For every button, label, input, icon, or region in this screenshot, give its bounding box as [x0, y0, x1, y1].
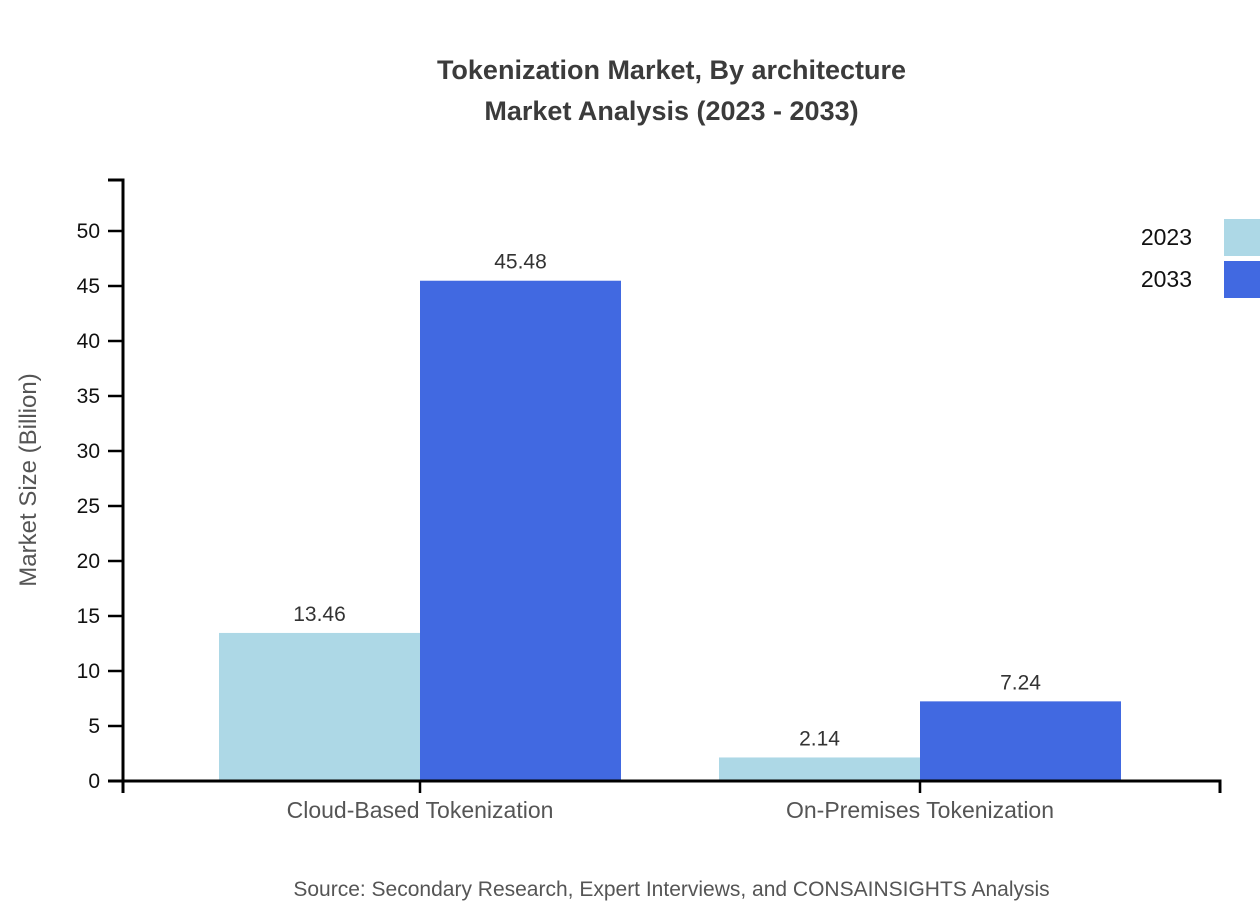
y-tick-label: 40: [77, 330, 100, 353]
bar-value-label: 2.14: [799, 727, 840, 750]
y-tick-label: 45: [77, 275, 100, 298]
x-axis: [121, 779, 1222, 793]
chart-title: Tokenization Market, By architecture Mar…: [123, 50, 1220, 132]
legend-label-2033: 2033: [1140, 266, 1192, 292]
y-tick-label: 50: [77, 220, 100, 243]
bar-2033-category-1: [920, 701, 1121, 781]
bar-2023-category-0: [219, 632, 420, 781]
x-category-label: On-Premises Tokenization: [786, 797, 1054, 823]
y-tick-label: 25: [77, 495, 100, 518]
chart-title-line1: Tokenization Market, By architecture: [436, 55, 907, 85]
legend-label-2023: 2023: [1140, 224, 1192, 250]
y-tick-label: 10: [77, 660, 100, 683]
legend-item: 2033: [1141, 261, 1260, 298]
x-category-label: Cloud-Based Tokenization: [287, 797, 554, 823]
y-tick-label: 15: [77, 605, 100, 628]
chart-legend: 2023 2033: [1141, 219, 1260, 303]
legend-swatch-2023-icon: [1224, 219, 1260, 256]
y-tick-label: 5: [88, 715, 100, 738]
source-note: Source: Secondary Research, Expert Inter…: [293, 878, 1050, 901]
y-tick-label: 35: [77, 385, 100, 408]
bar-value-label: 45.48: [494, 251, 547, 274]
legend-swatch-2033-icon: [1224, 261, 1260, 298]
bar-2023-category-1: [719, 757, 920, 781]
y-axis: [108, 178, 125, 783]
bar-2033-category-0: [420, 280, 621, 781]
y-tick-label: 30: [77, 440, 100, 463]
bar-value-label: 13.46: [293, 603, 346, 626]
chart-title-line2: Market Analysis (2023 - 2033): [484, 96, 859, 126]
bar-value-label: 7.24: [1000, 671, 1041, 694]
y-tick-label: 0: [88, 770, 100, 793]
y-axis-title: Market Size (Billion): [15, 373, 42, 586]
legend-item: 2023: [1141, 219, 1260, 256]
y-tick-label: 20: [77, 550, 100, 573]
